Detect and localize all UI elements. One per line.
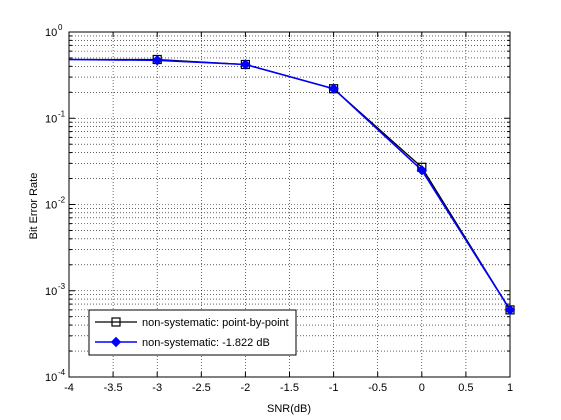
series-line-2	[68, 58, 511, 311]
y-tick-exponent: -4	[58, 368, 66, 377]
x-tick-label: -3.5	[104, 382, 123, 394]
x-tick-labels: -4 -3.5 -3 -2.5 -2 -1.5 -1 -0.5 0 0.5 1	[64, 382, 513, 394]
legend-marker-2	[110, 336, 122, 348]
x-axis-label: SNR(dB)	[267, 403, 311, 415]
series-2-marker	[151, 55, 163, 66]
series-2-marker	[328, 83, 339, 94]
y-tick-base: 10	[45, 200, 57, 212]
y-tick-label: 10 -1	[45, 109, 66, 125]
y-tick-base: 10	[45, 113, 57, 125]
x-tick-label: 0	[419, 382, 425, 394]
legend-label: non-systematic: -1.822 dB	[142, 337, 270, 349]
x-tick-label: 1	[507, 382, 513, 394]
series-lines	[68, 58, 511, 311]
legend-entry: non-systematic: point-by-point	[95, 317, 289, 329]
y-tick-label: 10 -3	[45, 282, 66, 298]
legend-entry: non-systematic: -1.822 dB	[95, 336, 270, 349]
x-tick-label: -3	[152, 382, 162, 394]
y-tick-exponent: -1	[58, 109, 66, 118]
x-tick-label: -2.5	[192, 382, 211, 394]
series-2-marker	[416, 164, 428, 176]
y-tick-base: 10	[45, 286, 57, 298]
y-tick-label: 10 -4	[45, 368, 66, 384]
legend: non-systematic: point-by-point non-system…	[88, 309, 297, 356]
y-tick-label: 10 0	[45, 23, 63, 39]
series-2-marker	[240, 59, 251, 70]
legend-label: non-systematic: point-by-point	[142, 317, 289, 329]
y-tick-label: 10 -2	[45, 196, 66, 212]
legend-box	[88, 309, 297, 356]
y-tick-base: 10	[45, 27, 57, 39]
x-tick-label: 0.5	[458, 382, 473, 394]
y-tick-exponent: -3	[58, 282, 66, 291]
x-tick-label: -2	[241, 382, 251, 394]
series-markers	[151, 54, 516, 316]
x-tick-label: -0.5	[368, 382, 387, 394]
series-2-marker	[504, 304, 516, 316]
x-tick-label: -4	[64, 382, 74, 394]
y-tick-base: 10	[45, 372, 57, 384]
x-tick-label: -1.5	[280, 382, 299, 394]
y-axis-label: Bit Error Rate	[28, 173, 40, 240]
legend-marker-1	[111, 317, 121, 327]
y-tick-exponent: -2	[58, 196, 66, 205]
y-tick-exponent: 0	[58, 23, 63, 32]
x-tick-label: -1	[329, 382, 339, 394]
